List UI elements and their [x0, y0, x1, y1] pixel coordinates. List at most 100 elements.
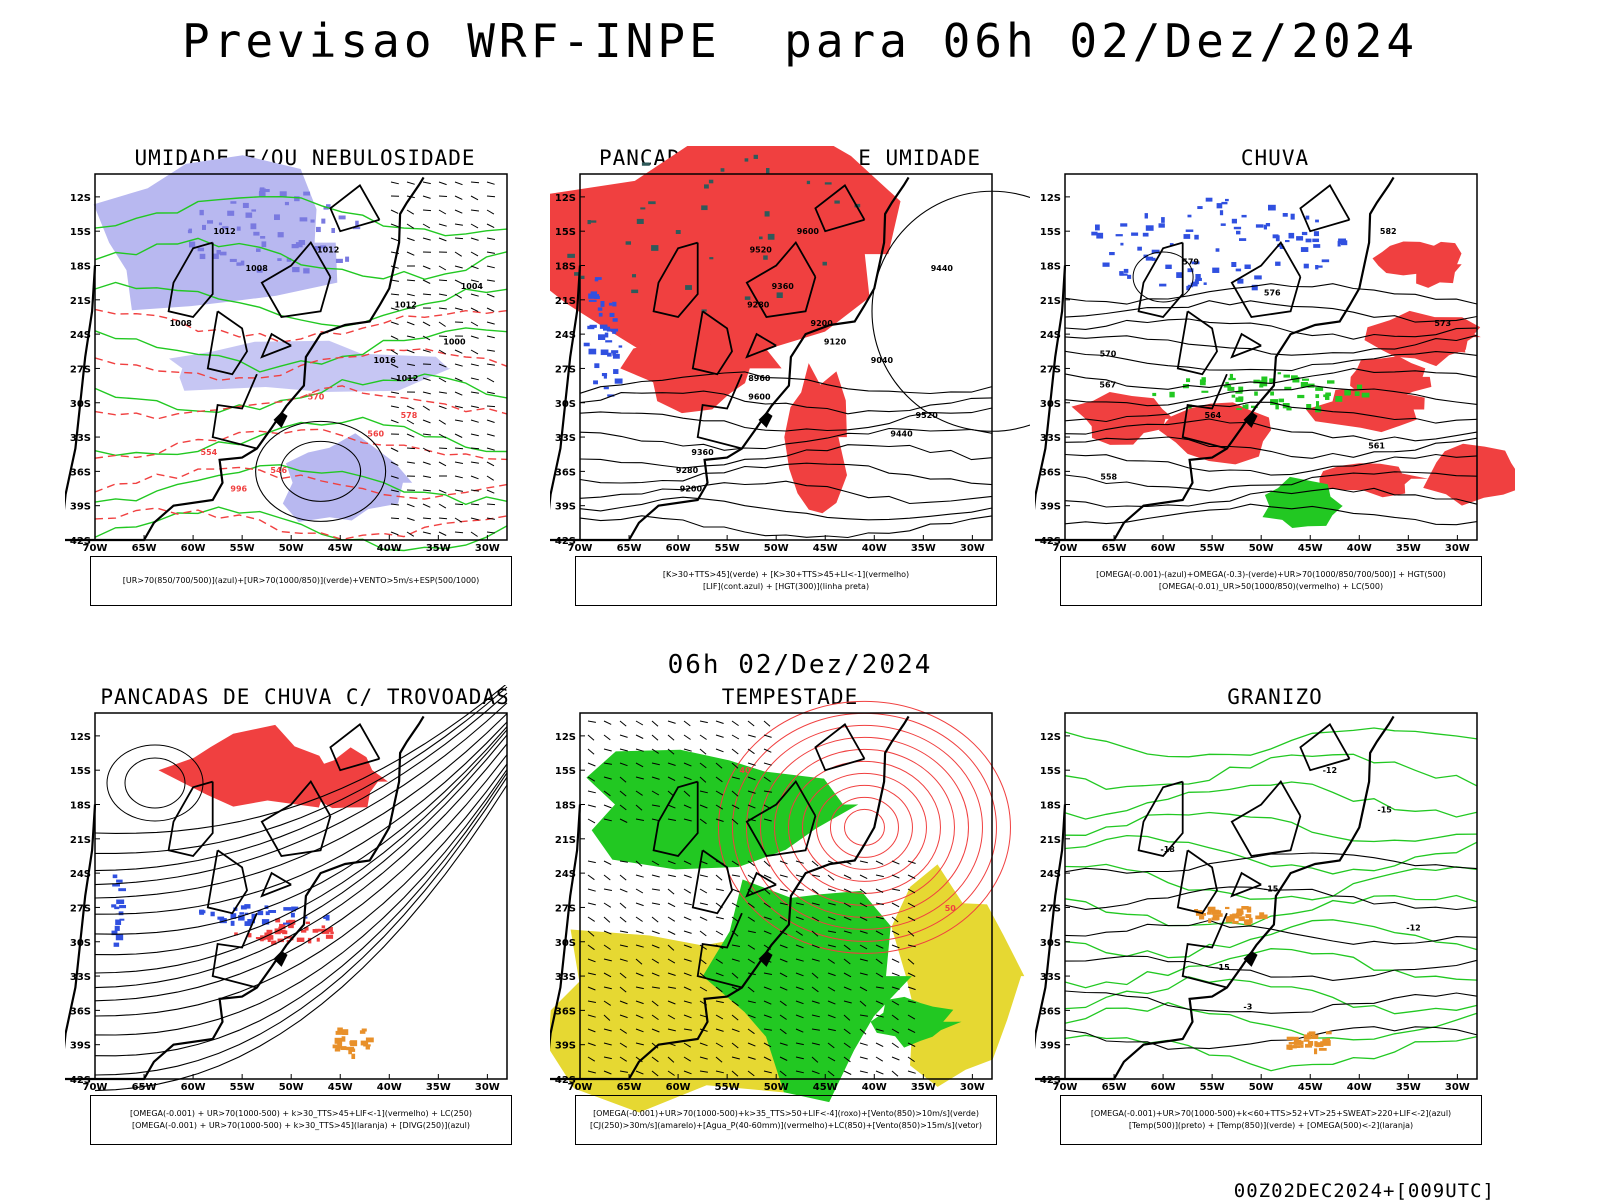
- speckle: [599, 313, 603, 317]
- speckle: [1296, 236, 1303, 240]
- speckle: [292, 267, 299, 272]
- speckle: [777, 292, 783, 298]
- speckle: [116, 880, 123, 883]
- lat-tick-label: 15S: [1040, 227, 1061, 238]
- speckle: [200, 254, 206, 259]
- speckle: [1316, 401, 1319, 407]
- lat-tick-label: 24S: [555, 330, 576, 341]
- speckle: [1152, 258, 1156, 261]
- speckle: [268, 937, 271, 942]
- speckle: [1242, 215, 1247, 218]
- lon-tick-label: 70W: [83, 543, 108, 554]
- wind-vector: [439, 280, 447, 281]
- speckle: [260, 236, 265, 239]
- speckle: [1201, 391, 1208, 393]
- speckle: [601, 350, 609, 356]
- legend-line: [Temp(500)](preto) + [Temp(850)](verde) …: [1129, 1120, 1413, 1132]
- lon-tick-label: 60W: [181, 1082, 206, 1093]
- lon-tick-label: 30W: [1445, 1082, 1470, 1093]
- speckle: [1225, 382, 1228, 384]
- speckle: [640, 207, 645, 209]
- lon-tick-label: 45W: [813, 1082, 838, 1093]
- speckle: [1357, 385, 1362, 390]
- speckle: [1206, 198, 1213, 202]
- speckle: [745, 158, 749, 161]
- contour-label: 50: [945, 904, 957, 913]
- speckle: [1120, 243, 1123, 246]
- speckle: [1219, 913, 1222, 917]
- lat-tick-label: 33S: [1040, 433, 1061, 444]
- contour-label: 9440: [890, 429, 913, 438]
- speckle: [1127, 275, 1131, 279]
- speckle: [601, 301, 605, 307]
- speckle: [619, 345, 623, 347]
- lat-tick-label: 33S: [70, 433, 91, 444]
- speckle: [202, 225, 206, 230]
- speckle: [1221, 223, 1226, 226]
- speckle: [1145, 213, 1148, 218]
- speckle: [211, 912, 215, 917]
- lon-tick-label: 55W: [230, 543, 255, 554]
- lat-tick-label: 39S: [555, 1041, 576, 1052]
- speckle: [1194, 235, 1198, 240]
- speckle: [360, 1030, 365, 1034]
- legend-line: [UR>70(850/700/500)](azul)+[UR>70(1000/8…: [123, 575, 480, 587]
- legend: [OMEGA(-0.001)-(azul)+OMEGA(-0.3)-(verde…: [1060, 556, 1482, 606]
- lat-tick-label: 33S: [555, 972, 576, 983]
- lat-tick-label: 39S: [555, 502, 576, 513]
- speckle: [1131, 233, 1138, 236]
- run-time-footer: 00Z02DEC2024+[009UTC]: [1234, 1180, 1495, 1202]
- speckle: [1322, 259, 1329, 262]
- speckle: [1239, 916, 1245, 921]
- contour-label: 578: [401, 411, 418, 420]
- speckle: [1116, 234, 1123, 236]
- lat-tick-label: 15S: [1040, 766, 1061, 777]
- speckle: [337, 1028, 343, 1032]
- speckle: [594, 363, 599, 368]
- speckle: [1236, 231, 1240, 235]
- lat-tick-label: 18S: [70, 801, 91, 812]
- wind-vector: [407, 448, 415, 449]
- speckle: [1245, 914, 1251, 918]
- lat-tick-label: 39S: [70, 1041, 91, 1052]
- lat-tick-label: 27S: [555, 903, 576, 914]
- lon-tick-label: 40W: [1347, 1082, 1372, 1093]
- speckle: [605, 340, 612, 342]
- speckle: [1227, 916, 1235, 921]
- speckle: [297, 938, 305, 942]
- contour-label: 1000: [443, 337, 466, 346]
- contour-label: -12: [1406, 924, 1420, 933]
- lat-tick-label: 33S: [1040, 972, 1061, 983]
- contour-label: 9360: [772, 282, 795, 291]
- speckle: [595, 279, 599, 281]
- speckle: [316, 227, 321, 232]
- lat-tick-label: 21S: [555, 835, 576, 846]
- speckle: [1303, 384, 1308, 386]
- speckle: [651, 245, 658, 251]
- speckle: [1202, 377, 1206, 382]
- speckle: [258, 911, 264, 916]
- speckle: [1294, 1040, 1302, 1045]
- lon-tick-label: 30W: [1445, 543, 1470, 554]
- contour-label: 1012: [395, 301, 417, 310]
- lon-tick-label: 65W: [1102, 543, 1127, 554]
- contour-label: 9600: [748, 393, 771, 402]
- lat-tick-label: 33S: [70, 972, 91, 983]
- speckle: [306, 922, 310, 924]
- legend-line: [OMEGA(-0.001)-(azul)+OMEGA(-0.3)-(verde…: [1096, 569, 1446, 581]
- speckle: [1313, 244, 1320, 248]
- speckle: [1161, 217, 1165, 223]
- speckle: [277, 258, 281, 261]
- speckle: [1146, 225, 1154, 231]
- speckle: [1259, 912, 1264, 916]
- lon-tick-label: 70W: [1053, 1082, 1078, 1093]
- speckle: [589, 349, 597, 355]
- lon-tick-label: 35W: [1396, 543, 1421, 554]
- speckle: [676, 230, 681, 234]
- speckle: [253, 232, 259, 236]
- lon-tick-label: 45W: [1298, 1082, 1323, 1093]
- speckle: [1314, 1048, 1317, 1054]
- speckle: [351, 1054, 355, 1059]
